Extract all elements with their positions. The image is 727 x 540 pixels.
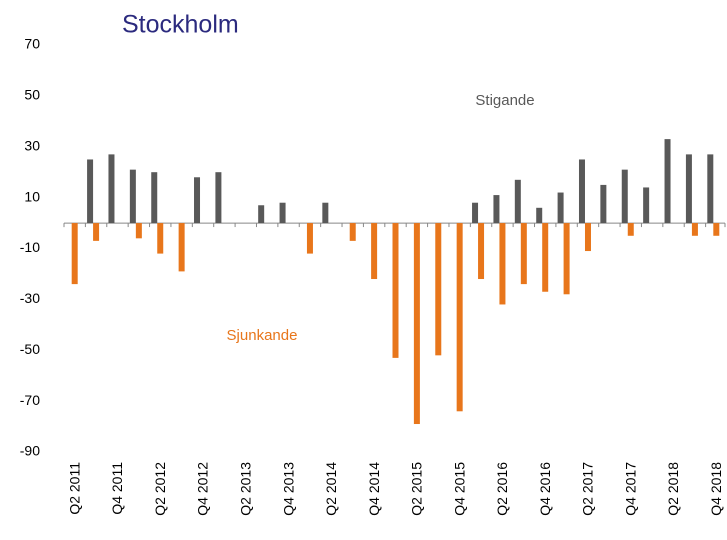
bar <box>664 139 671 224</box>
bar <box>691 223 698 236</box>
y-tick-label: -30 <box>20 290 40 306</box>
y-tick-label: -70 <box>20 392 40 408</box>
bar <box>108 154 115 224</box>
series-label: Stigande <box>475 92 534 109</box>
bar <box>194 177 201 224</box>
x-tick-label: Q4 2014 <box>366 462 382 516</box>
bar <box>413 223 420 425</box>
bar <box>563 223 570 295</box>
y-tick-label: -10 <box>20 239 40 255</box>
x-tick-label: Q2 2014 <box>323 462 339 516</box>
x-tick-label: Q4 2017 <box>622 462 638 516</box>
bar <box>621 169 628 224</box>
bar <box>478 223 485 280</box>
bar <box>685 154 692 224</box>
bar <box>536 207 543 224</box>
x-tick-label: Q2 2011 <box>66 462 82 515</box>
bar <box>87 159 94 224</box>
bar <box>279 202 286 224</box>
bar <box>542 223 549 292</box>
bar <box>493 195 500 224</box>
series-label: Sjunkande <box>227 327 298 344</box>
bar <box>499 223 506 305</box>
bar <box>578 159 585 224</box>
bar <box>306 223 313 254</box>
x-tick-label: Q2 2013 <box>237 462 253 516</box>
x-tick-label: Q2 2015 <box>409 462 425 516</box>
bar <box>392 223 399 358</box>
x-tick-label: Q4 2013 <box>280 462 296 516</box>
chart-title: Stockholm <box>122 11 239 39</box>
bar <box>472 202 479 224</box>
bar <box>215 172 222 224</box>
bar <box>93 223 100 241</box>
bar <box>371 223 378 280</box>
bar <box>627 223 634 236</box>
y-tick-label: -50 <box>20 341 40 357</box>
x-tick-label: Q4 2012 <box>195 462 211 516</box>
bar <box>584 223 591 252</box>
bar <box>151 172 158 224</box>
bar <box>258 205 265 224</box>
bar <box>713 223 720 236</box>
x-tick-label: Q4 2018 <box>708 462 724 516</box>
bar <box>178 223 185 272</box>
bar <box>643 187 650 224</box>
x-tick-label: Q2 2012 <box>152 462 168 516</box>
x-tick-label: Q2 2016 <box>494 462 510 516</box>
x-tick-label: Q4 2011 <box>109 462 125 515</box>
y-tick-label: 30 <box>24 137 40 153</box>
bar <box>322 202 329 224</box>
y-tick-label: 70 <box>24 36 40 52</box>
bar <box>349 223 356 241</box>
bar <box>600 184 607 224</box>
bar <box>157 223 164 254</box>
x-tick-label: Q4 2016 <box>537 462 553 516</box>
bar <box>129 169 136 224</box>
bar <box>71 223 78 285</box>
y-tick-label: 50 <box>24 87 40 103</box>
y-tick-label: -90 <box>20 443 40 459</box>
bar <box>707 154 714 224</box>
x-tick-label: Q2 2017 <box>580 462 596 516</box>
bar <box>135 223 142 239</box>
x-tick-label: Q2 2018 <box>665 462 681 516</box>
bar <box>557 192 564 224</box>
x-tick-label: Q4 2015 <box>451 462 467 516</box>
bar <box>435 223 442 356</box>
bar <box>456 223 463 412</box>
bar <box>520 223 527 285</box>
bar <box>514 179 521 224</box>
y-tick-label: 10 <box>24 188 40 204</box>
